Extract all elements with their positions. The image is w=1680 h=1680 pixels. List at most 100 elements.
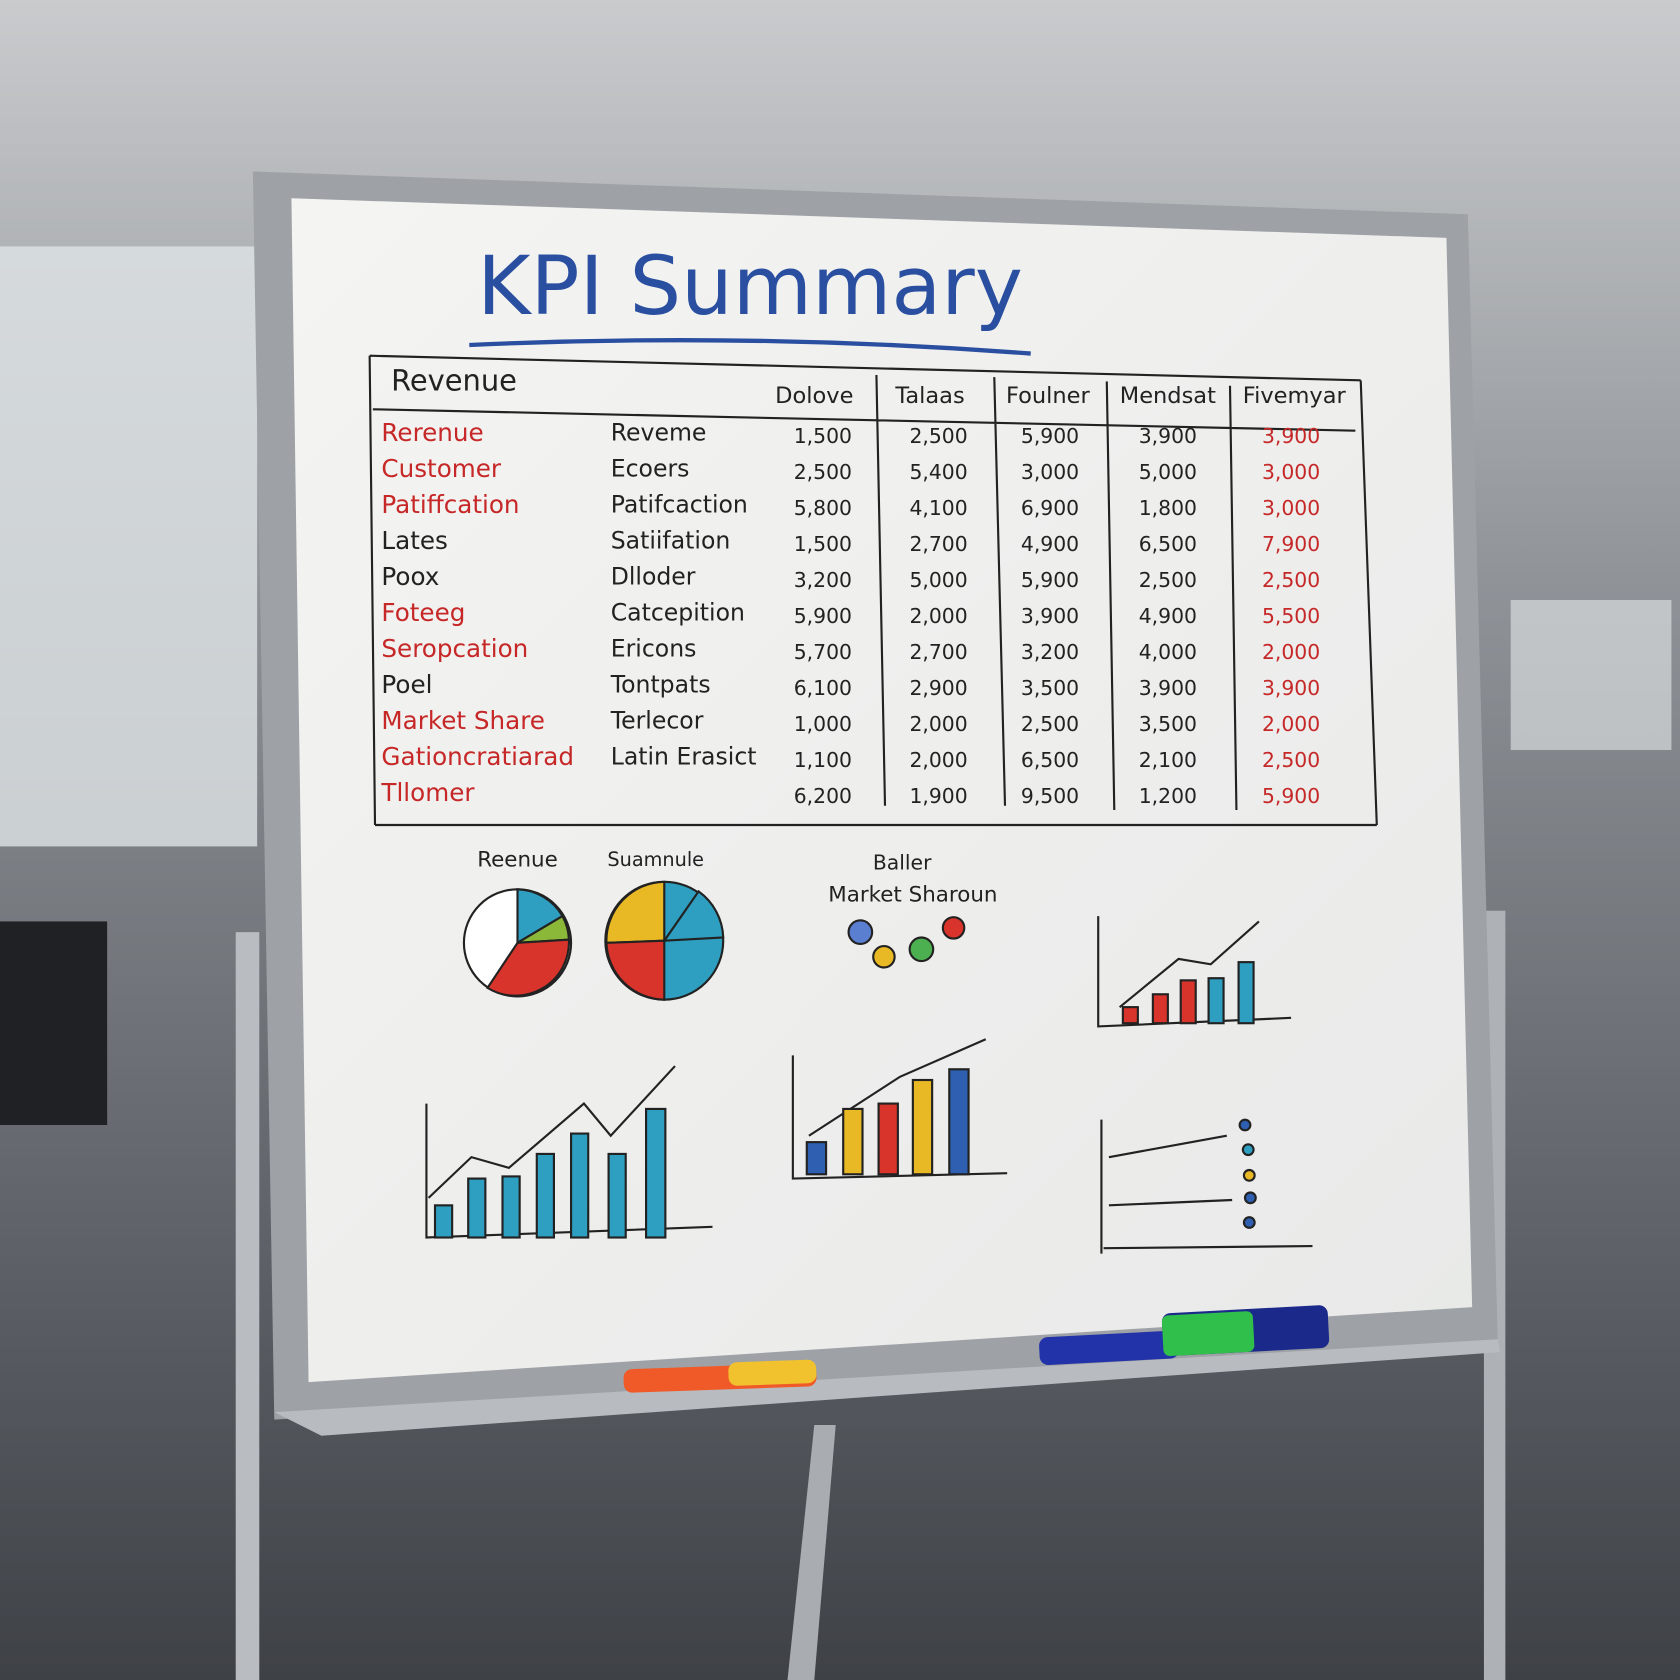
cell: 5,900 <box>1021 568 1079 592</box>
table-lines <box>368 354 1378 827</box>
row-label: Seropcation <box>381 634 528 663</box>
cell: 3,900 <box>1262 676 1320 700</box>
table-header: Talaas <box>894 383 964 409</box>
cell: 5,400 <box>909 460 967 484</box>
monitor <box>0 921 108 1125</box>
title-underline <box>469 338 1031 356</box>
cell: 3,000 <box>1021 460 1079 484</box>
row-sublabel: Tontpats <box>610 670 711 698</box>
row-label: Tllomer <box>380 778 475 807</box>
cell: 4,900 <box>1021 532 1079 556</box>
cell: 2,900 <box>909 676 967 700</box>
cell: 1,900 <box>909 784 967 808</box>
cell: 2,000 <box>1262 640 1320 664</box>
row-label: Gationcratiarad <box>381 742 574 771</box>
cell: 2,500 <box>1139 568 1197 592</box>
cell: 3,900 <box>1262 424 1320 448</box>
cell: 6,200 <box>794 784 852 808</box>
cell: 3,200 <box>794 568 852 592</box>
wall-notes <box>1510 600 1672 750</box>
row-sublabel: Reveme <box>611 418 707 446</box>
stand-leg <box>235 932 260 1680</box>
row-label: Foteeg <box>381 598 465 627</box>
row-sublabel: Terlecor <box>610 706 704 734</box>
marker <box>728 1359 817 1386</box>
row-sublabel: Dlloder <box>611 562 696 590</box>
cell: 3,200 <box>1021 640 1079 664</box>
cell: 1,100 <box>794 748 852 772</box>
cell: 1,500 <box>794 532 852 556</box>
cell: 1,800 <box>1139 496 1197 520</box>
sketches <box>425 880 1313 1254</box>
row-label: Customer <box>381 454 501 483</box>
row-label: Poel <box>381 670 432 699</box>
stand-leg <box>787 1425 836 1680</box>
cell: 2,500 <box>1021 712 1079 736</box>
sketch-caption: Reenue <box>477 847 558 872</box>
table-header: Dolove <box>775 383 853 409</box>
row-sublabel: Latin Erasict <box>611 742 757 770</box>
cell: 1,500 <box>794 424 852 448</box>
cell: 5,900 <box>794 604 852 628</box>
cell: 2,500 <box>1262 748 1320 772</box>
cell: 6,500 <box>1139 532 1197 556</box>
row-sublabel: Ecoers <box>611 454 690 482</box>
cell: 7,900 <box>1262 532 1320 556</box>
cell: 3,000 <box>1262 460 1320 484</box>
cell: 2,000 <box>909 748 967 772</box>
cell: 2,700 <box>909 532 967 556</box>
sketch-caption: Suamnule <box>607 848 704 871</box>
cell: 5,800 <box>794 496 852 520</box>
cell: 6,500 <box>1021 748 1079 772</box>
row-sublabel: Satiifation <box>611 526 731 554</box>
cell: 5,000 <box>909 568 967 592</box>
marker <box>1161 1311 1255 1356</box>
marker <box>1039 1330 1179 1365</box>
cell: 2,000 <box>909 712 967 736</box>
row-label: Patiffcation <box>381 490 519 519</box>
table-header: Fivemyar <box>1243 383 1347 409</box>
cell: 3,500 <box>1021 676 1079 700</box>
cell: 5,900 <box>1262 784 1320 808</box>
row-label: Lates <box>381 526 447 555</box>
cell: 9,500 <box>1021 784 1079 808</box>
cell: 3,500 <box>1139 712 1197 736</box>
cell: 2,500 <box>1262 568 1320 592</box>
cell: 5,700 <box>794 640 852 664</box>
cell: 6,900 <box>1021 496 1079 520</box>
cell: 4,900 <box>1139 604 1197 628</box>
table-header: Foulner <box>1006 383 1091 409</box>
row-label: Poox <box>381 562 439 591</box>
cell: 4,000 <box>1139 640 1197 664</box>
sketch-caption: Market Sharoun <box>828 883 997 908</box>
cell: 4,100 <box>909 496 967 520</box>
sketch-caption: Baller <box>873 851 932 875</box>
cell: 5,500 <box>1262 604 1320 628</box>
cell: 5,900 <box>1021 424 1079 448</box>
cell: 2,000 <box>1262 712 1320 736</box>
cell: 2,000 <box>909 604 967 628</box>
cell: 1,200 <box>1139 784 1197 808</box>
cell: 6,100 <box>794 676 852 700</box>
table-header: Mendsat <box>1120 383 1216 409</box>
cell: 1,000 <box>794 712 852 736</box>
cell: 3,900 <box>1139 676 1197 700</box>
row-label: Rerenue <box>381 418 483 447</box>
table-header: Revenue <box>391 364 517 398</box>
row-sublabel: Catcepition <box>611 598 745 626</box>
cell: 3,900 <box>1021 604 1079 628</box>
row-sublabel: Patifcaction <box>611 490 748 518</box>
marker-tray <box>274 1339 1501 1436</box>
cell: 3,900 <box>1139 424 1197 448</box>
cell: 2,500 <box>794 460 852 484</box>
row-sublabel: Ericons <box>611 634 697 662</box>
cell: 3,000 <box>1262 496 1320 520</box>
row-label: Market Share <box>381 706 545 735</box>
title: KPI Summary <box>477 239 1023 334</box>
cell: 2,700 <box>909 640 967 664</box>
cell: 5,000 <box>1139 460 1197 484</box>
whiteboard <box>291 198 1473 1383</box>
cell: 2,500 <box>909 424 967 448</box>
